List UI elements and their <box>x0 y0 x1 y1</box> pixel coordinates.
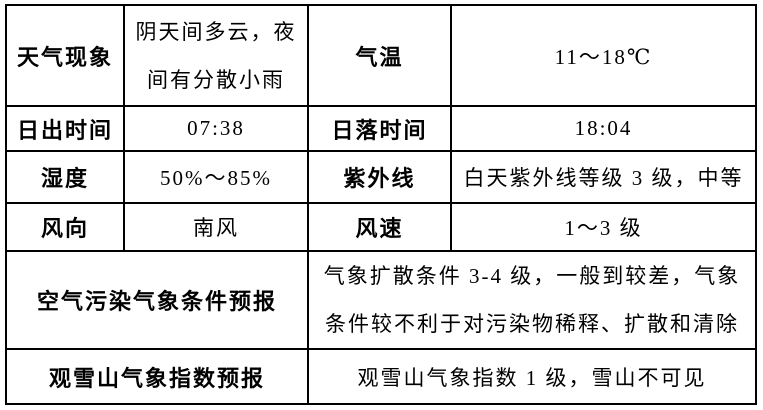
table-row: 湿度 50%～85% 紫外线 白天紫外线等级 3 级，中等 <box>5 150 757 204</box>
cell-weather-phenomenon-value: 阴天间多云，夜 间有分散小雨 <box>123 4 309 107</box>
cell-snow-mountain-value: 观雪山气象指数 1 级，雪山不可见 <box>307 348 757 405</box>
cell-temperature-label: 气温 <box>307 4 452 107</box>
cell-air-pollution-value: 气象扩散条件 3-4 级，一般到较差，气象 条件较不利于对污染物稀释、扩散和清除 <box>307 250 757 350</box>
cell-wind-direction-label: 风向 <box>5 202 125 252</box>
cell-weather-phenomenon-label: 天气现象 <box>5 4 125 107</box>
table-row: 日出时间 07:38 日落时间 18:04 <box>5 105 757 152</box>
cell-wind-speed-value: 1～3 级 <box>450 202 757 252</box>
weather-forecast-table: 天气现象 阴天间多云，夜 间有分散小雨 气温 11～18℃ 日出时间 07:38… <box>5 4 757 405</box>
cell-wind-direction-value: 南风 <box>123 202 309 252</box>
cell-snow-mountain-label: 观雪山气象指数预报 <box>5 348 309 405</box>
cell-sunset-value: 18:04 <box>450 105 757 152</box>
table-row: 观雪山气象指数预报 观雪山气象指数 1 级，雪山不可见 <box>5 348 757 405</box>
cell-air-pollution-label: 空气污染气象条件预报 <box>5 250 309 350</box>
table-row: 空气污染气象条件预报 气象扩散条件 3-4 级，一般到较差，气象 条件较不利于对… <box>5 250 757 350</box>
cell-sunrise-label: 日出时间 <box>5 105 125 152</box>
table-row: 天气现象 阴天间多云，夜 间有分散小雨 气温 11～18℃ <box>5 4 757 107</box>
cell-wind-speed-label: 风速 <box>307 202 452 252</box>
cell-sunset-label: 日落时间 <box>307 105 452 152</box>
cell-sunrise-value: 07:38 <box>123 105 309 152</box>
cell-temperature-value: 11～18℃ <box>450 4 757 107</box>
cell-humidity-label: 湿度 <box>5 150 125 204</box>
cell-humidity-value: 50%～85% <box>123 150 309 204</box>
cell-uv-value: 白天紫外线等级 3 级，中等 <box>450 150 757 204</box>
cell-uv-label: 紫外线 <box>307 150 452 204</box>
table-row: 风向 南风 风速 1～3 级 <box>5 202 757 252</box>
